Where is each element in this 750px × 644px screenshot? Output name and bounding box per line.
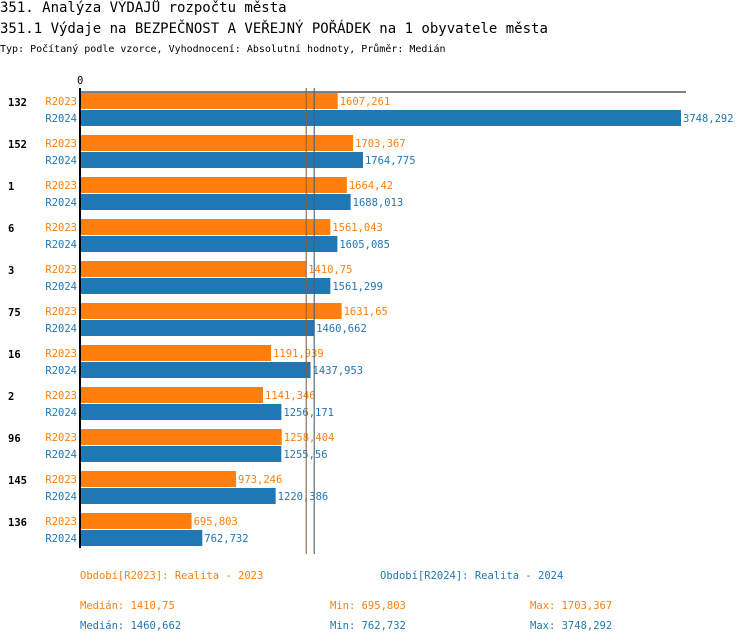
series-label: R2024 — [45, 533, 77, 545]
bar-r2024 — [80, 110, 681, 126]
bar-r2023 — [80, 303, 342, 319]
data-label: 1220,386 — [278, 491, 329, 503]
series-label: R2024 — [45, 365, 77, 377]
bar-r2023 — [80, 513, 192, 529]
series-label: R2024 — [45, 407, 77, 419]
bar-r2023 — [80, 135, 354, 151]
series-label: R2023 — [45, 390, 77, 402]
max-2023: Max: 1703,367 — [530, 600, 613, 612]
x-tick-label: 0 — [77, 75, 83, 87]
series-label: R2023 — [45, 432, 77, 444]
bar-r2024 — [80, 236, 338, 252]
data-label: 1258,404 — [284, 432, 335, 444]
data-label: 1460,662 — [316, 323, 367, 335]
category-label: 6 — [8, 223, 14, 235]
series-label: R2023 — [45, 138, 77, 150]
series-label: R2023 — [45, 474, 77, 486]
bar-r2023 — [80, 345, 272, 361]
category-label: 1 — [8, 181, 14, 193]
max-2024: Max: 3748,292 — [530, 620, 613, 632]
data-label: 1688,013 — [353, 197, 404, 209]
bar-r2023 — [80, 177, 347, 193]
category-label: 75 — [8, 307, 21, 319]
data-label: 1410,75 — [308, 264, 352, 276]
series-label: R2024 — [45, 323, 77, 335]
category-label: 152 — [8, 139, 27, 151]
data-label: 695,803 — [194, 516, 238, 528]
data-label: 1561,299 — [332, 281, 383, 293]
min-2024: Min: 762,732 — [330, 620, 406, 632]
data-label: 1764,775 — [365, 155, 416, 167]
series-label: R2024 — [45, 449, 77, 461]
data-label: 1631,65 — [344, 306, 388, 318]
data-label: 1561,043 — [332, 222, 383, 234]
bar-r2023 — [80, 219, 331, 235]
bar-r2024 — [80, 320, 315, 336]
bar-r2023 — [80, 93, 338, 109]
median-2023: Medián: 1410,75 — [80, 600, 175, 612]
bar-r2024 — [80, 446, 282, 462]
median-2024: Medián: 1460,662 — [80, 620, 182, 632]
series-label: R2024 — [45, 239, 77, 251]
series-label: R2023 — [45, 306, 77, 318]
chart-title: 351.1 Výdaje na BEZPEČNOST A VEŘEJNÝ POŘ… — [0, 21, 548, 37]
bar-r2024 — [80, 152, 363, 168]
data-label: 1607,261 — [340, 96, 391, 108]
bar-r2024 — [80, 194, 351, 210]
chart-info: Typ: Počítaný podle vzorce, Vyhodnocení:… — [0, 44, 446, 55]
data-label: 1141,346 — [265, 390, 316, 402]
bar-r2024 — [80, 362, 311, 378]
data-label: 1256,171 — [283, 407, 334, 419]
series-label: R2024 — [45, 113, 77, 125]
data-label: 3748,292 — [683, 113, 734, 125]
series-label: R2024 — [45, 155, 77, 167]
bar-r2024 — [80, 530, 203, 546]
category-label: 96 — [8, 433, 21, 445]
bar-r2023 — [80, 261, 307, 277]
page-title: 351. Analýza VÝDAJŮ rozpočtu města — [0, 0, 287, 16]
data-label: 762,732 — [204, 533, 248, 545]
category-label: 136 — [8, 517, 27, 529]
series-label: R2024 — [45, 197, 77, 209]
data-label: 1255,56 — [283, 449, 327, 461]
category-label: 145 — [8, 475, 27, 487]
data-label: 1437,953 — [313, 365, 364, 377]
series-label: R2023 — [45, 96, 77, 108]
bar-r2023 — [80, 429, 282, 445]
min-2023: Min: 695,803 — [330, 600, 406, 612]
category-label: 16 — [8, 349, 21, 361]
bar-r2024 — [80, 488, 276, 504]
series-label: R2023 — [45, 516, 77, 528]
bar-r2024 — [80, 278, 331, 294]
series-label: R2023 — [45, 264, 77, 276]
series-label: R2023 — [45, 180, 77, 192]
category-label: 2 — [8, 391, 14, 403]
bar-r2024 — [80, 404, 282, 420]
category-label: 3 — [8, 265, 14, 277]
legend-r2024: Období[R2024]: Realita - 2024 — [380, 570, 564, 582]
series-label: R2023 — [45, 348, 77, 360]
series-label: R2024 — [45, 491, 77, 503]
data-label: 973,246 — [238, 474, 282, 486]
data-label: 1664,42 — [349, 180, 393, 192]
series-label: R2024 — [45, 281, 77, 293]
series-label: R2023 — [45, 222, 77, 234]
data-label: 1605,085 — [339, 239, 390, 251]
data-label: 1191,939 — [273, 348, 324, 360]
category-label: 132 — [8, 97, 27, 109]
data-label: 1703,367 — [355, 138, 406, 150]
bar-r2023 — [80, 387, 264, 403]
legend-r2023: Období[R2023]: Realita - 2023 — [80, 570, 264, 582]
bar-r2023 — [80, 471, 237, 487]
